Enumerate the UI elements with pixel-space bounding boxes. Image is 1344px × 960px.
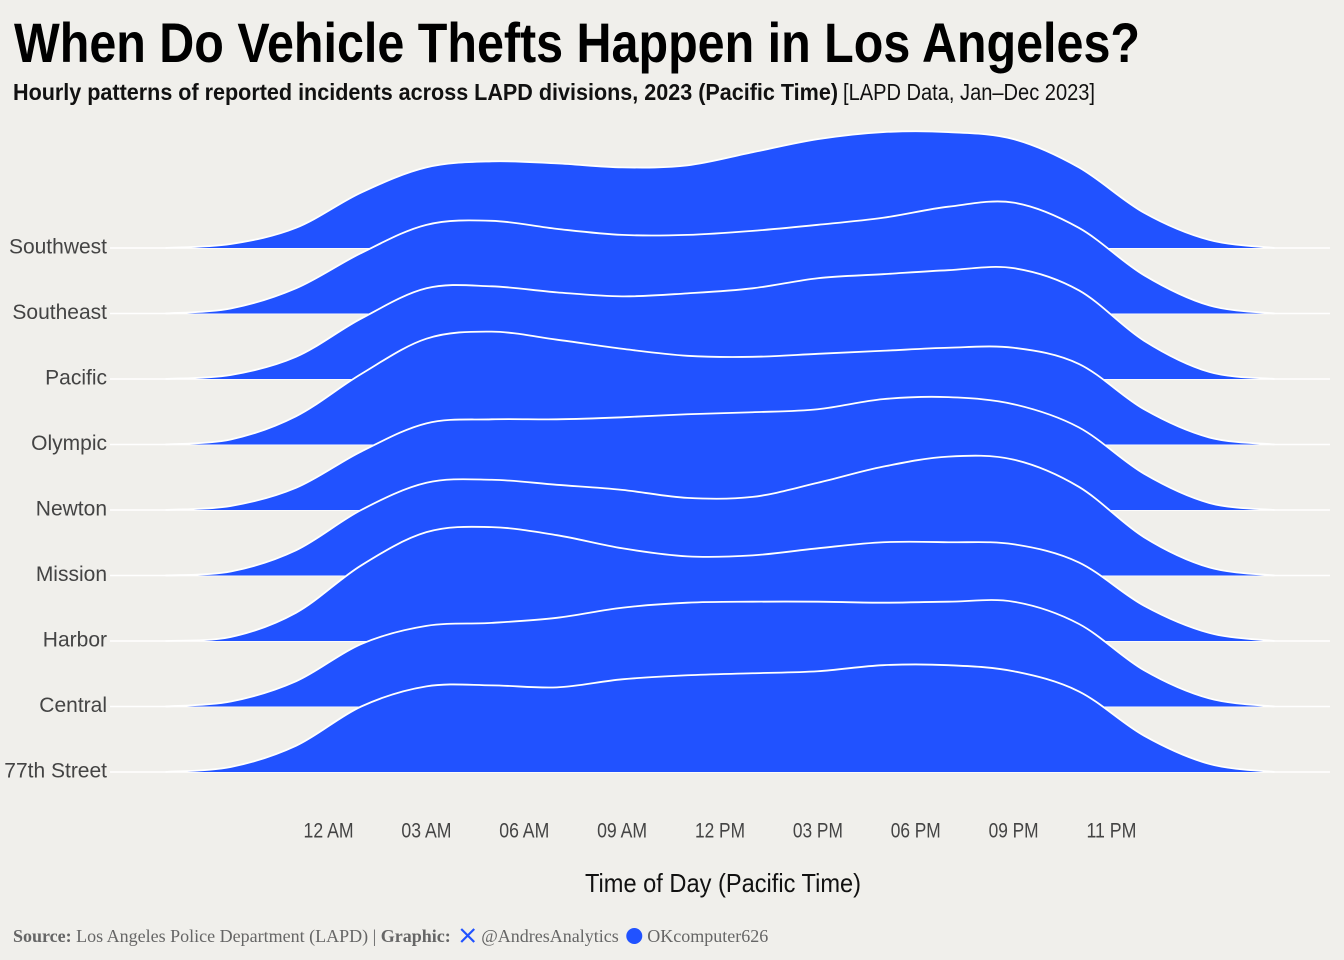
ridge-outline [165, 200, 1275, 315]
y-tick-label: Harbor [43, 629, 107, 652]
y-tick-label: Central [39, 694, 107, 717]
x-tick-label: 12 PM [695, 820, 745, 843]
subtitle-note: [LAPD Data, Jan–Dec 2023] [843, 79, 1095, 105]
x-tick-label: 11 PM [1086, 820, 1136, 843]
y-tick-label: Southeast [12, 301, 107, 324]
ridge-outline [165, 330, 1275, 446]
subtitle: Hourly patterns of reported incidents ac… [13, 79, 838, 105]
x-tick-label: 03 PM [793, 820, 843, 843]
caption-separator: | [373, 926, 377, 946]
caption-github: OKcomputer626 [647, 926, 768, 946]
x-tick-label: 09 PM [989, 820, 1039, 843]
caption-source: Los Angeles Police Department (LAPD) [76, 926, 368, 947]
caption-source-label: Source: [13, 926, 72, 946]
ridge-area [165, 664, 1275, 772]
github-icon [626, 928, 643, 944]
x-axis-title: Time of Day (Pacific Time) [585, 868, 861, 898]
y-tick-label: Southwest [9, 236, 107, 259]
x-tick-label: 09 AM [597, 820, 647, 843]
x-tick-label: 12 AM [304, 820, 354, 843]
x-tick-label: 06 PM [891, 820, 941, 843]
caption-twitter: @AndresAnalytics [481, 926, 619, 946]
ridge-outline [165, 395, 1275, 511]
chart-title: When Do Vehicle Thefts Happen in Los Ang… [14, 11, 1140, 74]
x-tick-label: 06 AM [499, 820, 549, 843]
y-tick-label: Newton [36, 498, 107, 521]
ridge-outline [165, 525, 1275, 642]
y-tick-label: Olympic [31, 432, 107, 455]
ridge-outline [165, 266, 1275, 380]
ridge-outline [165, 130, 1275, 249]
ridge-outline [165, 663, 1275, 773]
x-tick-label: 03 AM [401, 820, 451, 843]
y-tick-label: Pacific [45, 367, 107, 390]
y-tick-label: Mission [36, 563, 107, 586]
plot-area: 12 AM 03 AM 06 AM 09 AM 12 PM 03 PM 06 PM 09 PM… [4, 130, 1330, 843]
caption: Source: Los Angeles Police Department (L… [13, 926, 768, 947]
caption-graphic-label: Graphic: [381, 926, 451, 946]
caption-icons [460, 928, 643, 944]
y-tick-label: 77th Street [4, 760, 107, 783]
ridge-outline [165, 599, 1275, 708]
ridge-outline [165, 454, 1275, 577]
x-icon [460, 928, 475, 943]
